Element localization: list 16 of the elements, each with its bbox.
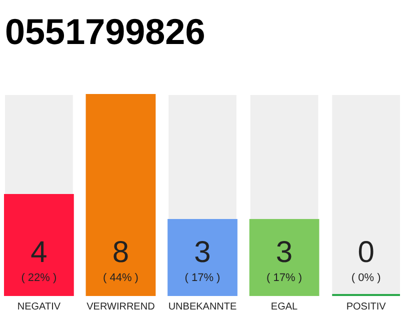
annotation: ( 44% ) xyxy=(102,272,138,284)
chart-title: 0551799826 xyxy=(5,11,206,52)
data-label: 3 xyxy=(194,236,211,269)
x-tick-label: EGAL xyxy=(270,302,298,312)
annotation: ( 17% ) xyxy=(184,272,220,284)
x-tick-label: VERWIRREND xyxy=(86,302,155,312)
data-label: 8 xyxy=(112,236,130,269)
data-label: 4 xyxy=(30,236,48,269)
x-tick-label: UNBEKANNTE xyxy=(168,302,237,312)
annotation: ( 22% ) xyxy=(21,272,57,284)
x-tick-label: POSITIV xyxy=(346,302,386,312)
data-label: 3 xyxy=(276,236,293,269)
annotation: ( 17% ) xyxy=(266,272,302,284)
data-label: 0 xyxy=(358,236,374,269)
x-tick-label: NEGATIV xyxy=(17,302,61,312)
annotation: ( 0% ) xyxy=(351,272,381,284)
